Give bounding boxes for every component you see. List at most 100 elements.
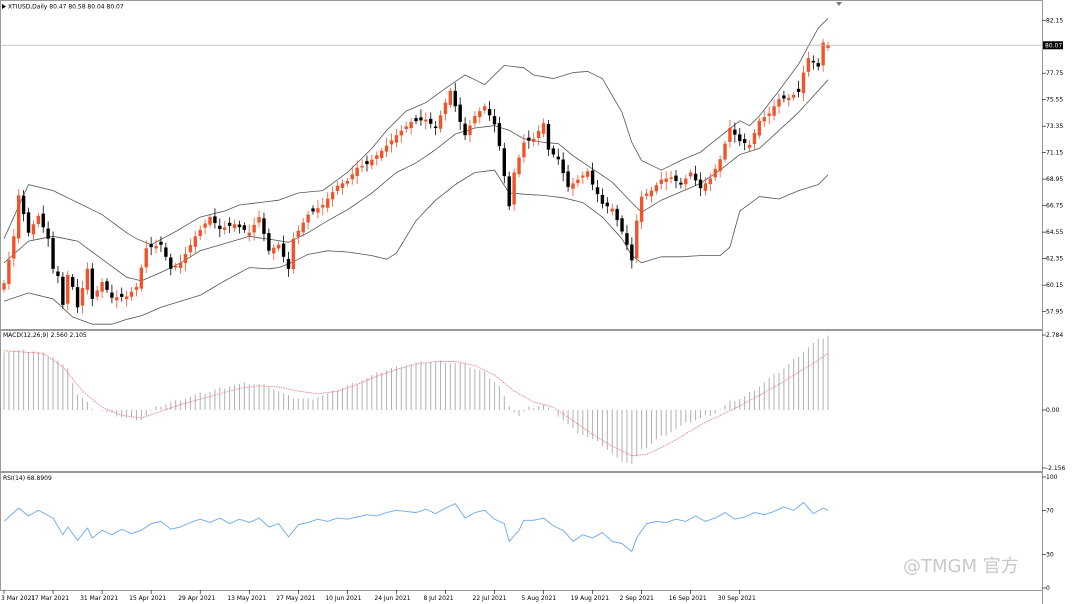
bear-candle bbox=[213, 216, 217, 224]
bull-candle bbox=[134, 286, 139, 290]
rsi-indicator: 100 70 30 0 bbox=[3, 474, 1058, 592]
bull-candle bbox=[17, 195, 21, 239]
bull-candle bbox=[276, 244, 281, 249]
bull-candle bbox=[2, 283, 6, 290]
bull-candle bbox=[350, 174, 354, 180]
bull-candle bbox=[512, 172, 516, 205]
bull-candle bbox=[522, 142, 526, 158]
bull-candle bbox=[723, 143, 727, 160]
date-tick-label: 24 Jun 2021 bbox=[374, 595, 410, 602]
bear-candle bbox=[281, 243, 286, 257]
bull-candle bbox=[654, 185, 659, 192]
bull-candle bbox=[806, 58, 811, 72]
bear-candle bbox=[556, 156, 560, 160]
bull-candle bbox=[291, 238, 296, 270]
bear-candle bbox=[149, 244, 153, 248]
bull-candle bbox=[31, 224, 36, 235]
bull-candle bbox=[541, 123, 546, 134]
macd-tick-label: 0.00 bbox=[1046, 407, 1060, 414]
bull-candle bbox=[684, 178, 688, 185]
bull-candle bbox=[448, 90, 453, 105]
bull-candle bbox=[306, 214, 310, 223]
bear-candle bbox=[492, 116, 497, 125]
bull-candle bbox=[296, 230, 300, 237]
bear-candle bbox=[561, 159, 565, 174]
date-tick-label: 2 Sep 2021 bbox=[620, 595, 654, 602]
bull-candle bbox=[478, 111, 482, 118]
date-tick-label: 16 Sep 2021 bbox=[669, 595, 707, 602]
rsi-pane-title: RSI(14) 68.8909 bbox=[3, 475, 52, 482]
bull-candle bbox=[335, 185, 340, 191]
bull-candle bbox=[610, 208, 614, 212]
bear-candle bbox=[546, 123, 551, 150]
bear-candle bbox=[527, 137, 531, 141]
rsi-tick-label: 70 bbox=[1046, 507, 1054, 514]
macd-pane-title: MACD(12,26,9) 2.560 2.105 bbox=[3, 332, 87, 339]
bollinger-lower-band bbox=[3, 169, 829, 325]
bull-candle bbox=[384, 145, 389, 152]
macd-signal-line bbox=[3, 350, 829, 457]
date-tick-label: 8 Jul 2021 bbox=[423, 595, 453, 602]
bull-candle bbox=[443, 102, 448, 115]
bull-candle bbox=[482, 106, 487, 111]
bull-candle bbox=[375, 155, 379, 159]
bull-candle bbox=[649, 190, 654, 197]
bull-candle bbox=[36, 215, 41, 225]
bull-candle bbox=[129, 291, 134, 297]
date-tick-label: 13 May 2021 bbox=[227, 595, 266, 602]
macd-tick-label: -2.156 bbox=[1046, 465, 1066, 472]
bull-candle bbox=[689, 172, 693, 177]
date-tick-label: 5 Aug 2021 bbox=[522, 595, 557, 602]
bear-candle bbox=[365, 161, 369, 165]
price-tick-label: 68.95 bbox=[1046, 176, 1063, 183]
bear-candle bbox=[811, 60, 816, 63]
collapse-arrow-icon[interactable] bbox=[2, 4, 6, 9]
bear-candle bbox=[90, 268, 94, 299]
bull-candle bbox=[66, 274, 70, 304]
bear-candle bbox=[463, 123, 467, 136]
bear-candle bbox=[679, 182, 683, 185]
bull-candle bbox=[257, 217, 261, 223]
bull-candle bbox=[321, 205, 325, 208]
date-tick-label: 15 Apr 2021 bbox=[129, 595, 166, 602]
bull-candle bbox=[316, 208, 320, 213]
bear-candle bbox=[110, 292, 114, 298]
bear-candle bbox=[605, 202, 610, 207]
macd-indicator: 2.784 0.00 -2.156 bbox=[3, 332, 1066, 472]
chart-shift-marker-icon[interactable] bbox=[836, 2, 842, 6]
bull-candle bbox=[571, 183, 575, 189]
bear-candle bbox=[698, 179, 703, 189]
bear-candle bbox=[75, 287, 80, 308]
bull-candle bbox=[360, 165, 364, 168]
bear-candle bbox=[453, 90, 457, 107]
bear-candle bbox=[615, 208, 619, 221]
bear-candle bbox=[497, 123, 502, 147]
rsi-line bbox=[3, 501, 829, 553]
bull-candle bbox=[85, 268, 90, 290]
bear-candle bbox=[41, 213, 45, 228]
price-tick-label: 71.15 bbox=[1046, 150, 1063, 157]
bear-candle bbox=[286, 258, 291, 269]
bull-candle bbox=[80, 288, 85, 306]
bear-candle bbox=[595, 187, 600, 195]
bear-candle bbox=[625, 233, 629, 245]
date-tick-label: 31 Mar 2021 bbox=[80, 595, 118, 602]
bear-candle bbox=[551, 148, 556, 155]
bull-candle bbox=[404, 126, 408, 130]
bull-candle bbox=[183, 253, 188, 264]
rsi-tick-label: 100 bbox=[1046, 474, 1058, 481]
watermark: @TMGM 官方 bbox=[903, 556, 1019, 577]
bollinger-upper-band bbox=[3, 18, 829, 246]
bull-candle bbox=[703, 183, 708, 191]
current-price-label: 80.07 bbox=[1045, 42, 1062, 49]
bear-candle bbox=[487, 109, 492, 116]
price-tick-label: 66.75 bbox=[1046, 203, 1063, 210]
bull-candle bbox=[139, 267, 144, 289]
bull-candle bbox=[644, 193, 649, 196]
bull-candle bbox=[7, 259, 11, 284]
bull-candle bbox=[777, 99, 781, 107]
bull-candle bbox=[708, 178, 713, 185]
bear-candle bbox=[311, 208, 315, 212]
price-scale: 82.15 77.75 75.55 73.35 71.15 68.95 66.75 64.55… bbox=[1042, 17, 1063, 316]
bear-candle bbox=[693, 173, 698, 181]
